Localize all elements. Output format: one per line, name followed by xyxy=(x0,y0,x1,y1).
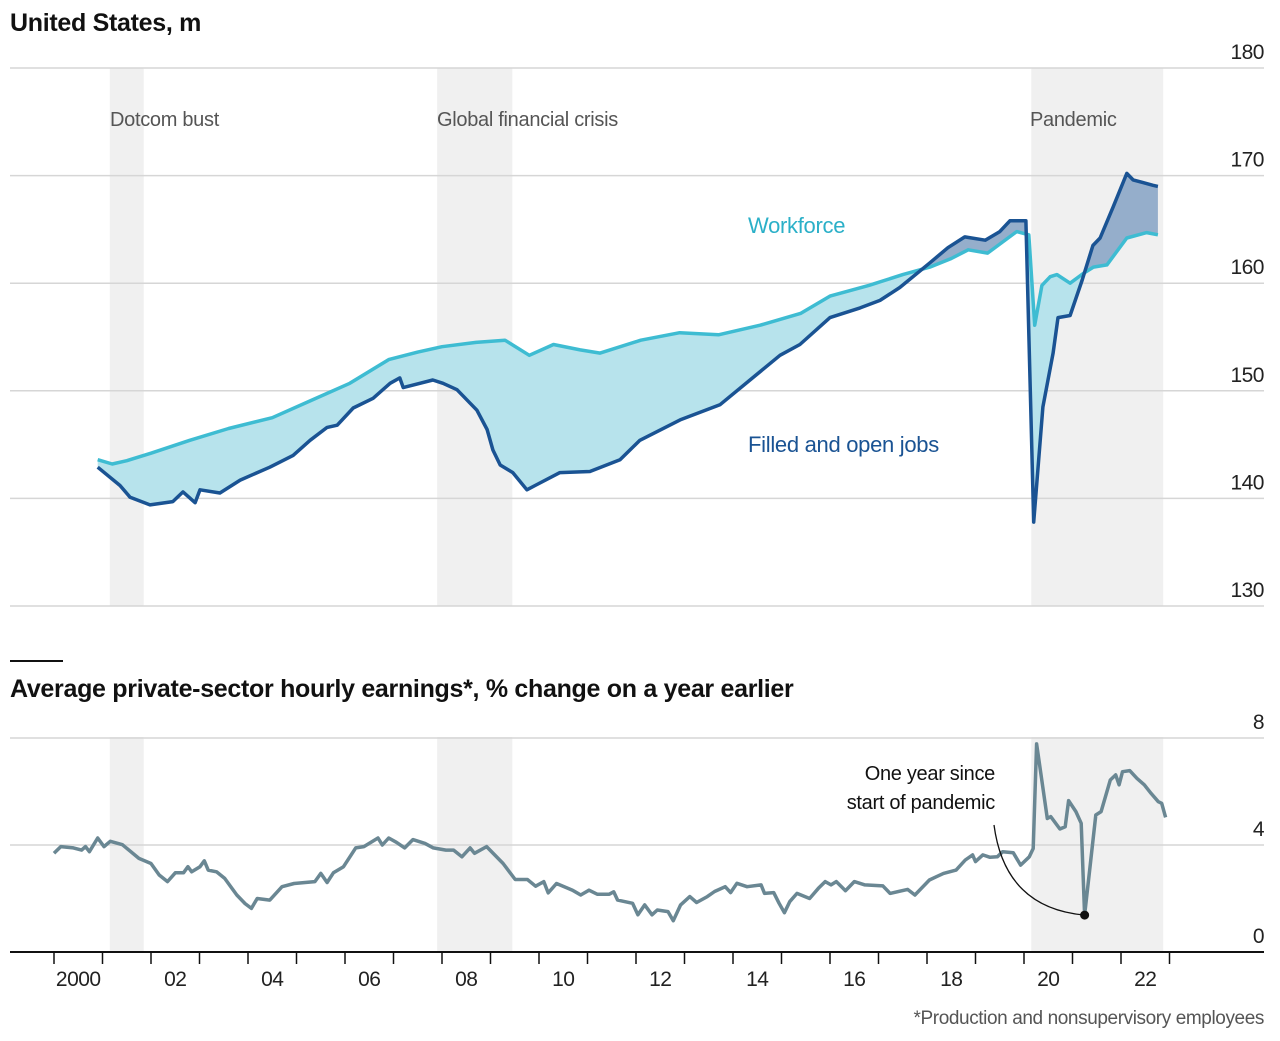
x-tick-label: 10 xyxy=(552,968,574,991)
x-tick-label: 06 xyxy=(358,968,380,991)
recession-label-pandemic: Pandemic xyxy=(1030,109,1117,131)
annotation-text-line2: start of pandemic xyxy=(847,792,996,814)
workforce-line xyxy=(97,229,1159,466)
top-chart-title: United States, m xyxy=(10,9,201,37)
x-tick-label: 22 xyxy=(1134,968,1156,991)
gridlines-bottom xyxy=(10,737,1264,846)
x-tick-label: 18 xyxy=(940,968,962,991)
annotation-leader-arc xyxy=(993,824,1085,916)
y-axis-bottom: 8 4 0 xyxy=(1253,711,1266,948)
annotation-dot xyxy=(1080,910,1090,920)
x-tick-label: 14 xyxy=(746,968,769,991)
y-tick-label: 180 xyxy=(1230,41,1264,64)
y-tick-label: 130 xyxy=(1230,579,1264,602)
x-tick-label: 16 xyxy=(843,968,865,991)
gap-area-shortfall xyxy=(97,231,1158,523)
y-tick-label: 4 xyxy=(1253,818,1265,841)
series-label-workforce: Workforce xyxy=(748,213,845,238)
x-tick-label: 04 xyxy=(261,968,284,991)
earnings-line xyxy=(52,742,1168,923)
x-tick-label: 2000 xyxy=(56,968,101,991)
y-tick-label: 0 xyxy=(1253,925,1264,948)
y-tick-label: 150 xyxy=(1230,364,1264,387)
recession-shade-top xyxy=(109,68,144,606)
annotation-text-line1: One year since xyxy=(865,763,995,785)
x-tick-label: 12 xyxy=(649,968,671,991)
recession-shading-top xyxy=(109,68,1164,606)
footnote: *Production and nonsupervisory employees xyxy=(914,1008,1265,1029)
y-tick-label: 170 xyxy=(1230,149,1264,172)
y-tick-label: 140 xyxy=(1230,471,1264,494)
x-tick-label: 20 xyxy=(1037,968,1059,991)
x-tick-label: 08 xyxy=(455,968,477,991)
recession-label-gfc: Global financial crisis xyxy=(437,109,618,131)
y-tick-label: 8 xyxy=(1253,711,1264,734)
y-axis-top: 180 170 160 150 140 130 xyxy=(1230,41,1264,602)
recession-shade-top xyxy=(437,68,513,606)
recession-label-dotcom: Dotcom bust xyxy=(110,109,220,131)
bottom-chart-title: Average private-sector hourly earnings*,… xyxy=(10,675,794,703)
y-tick-label: 160 xyxy=(1230,256,1264,279)
series-label-filled-jobs: Filled and open jobs xyxy=(748,432,939,457)
x-axis: 2000 02 04 06 08 10 12 14 16 18 20 22 xyxy=(53,952,1171,991)
filled-open-jobs-line xyxy=(96,171,1159,524)
x-tick-label: 02 xyxy=(164,968,186,991)
